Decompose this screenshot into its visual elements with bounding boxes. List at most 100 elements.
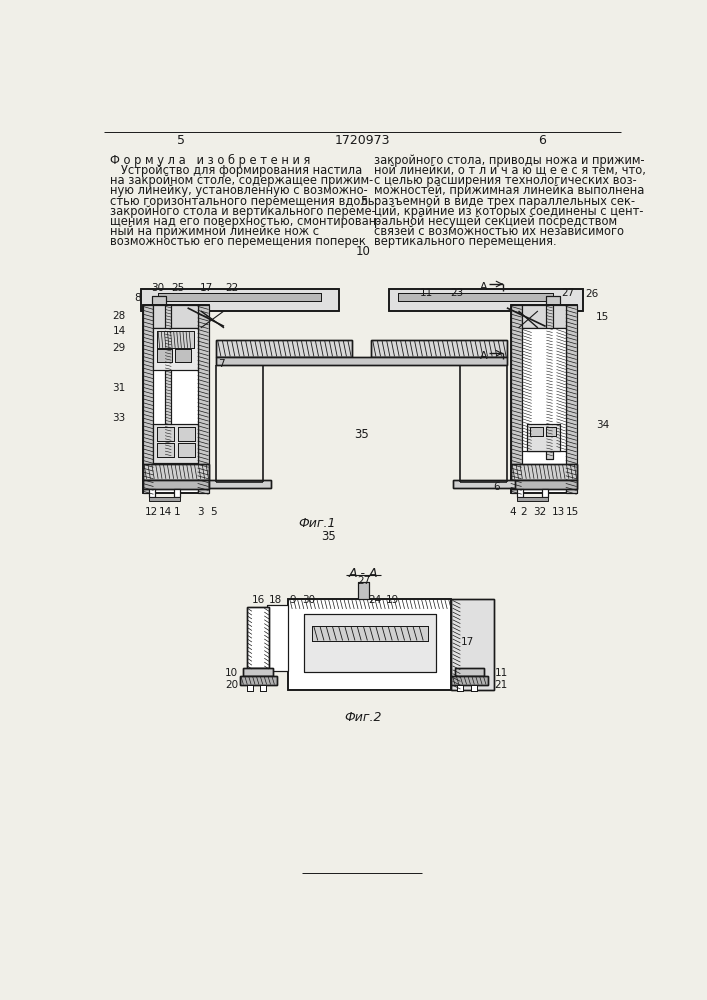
Bar bbox=[472, 685, 477, 691]
Bar bbox=[510, 305, 577, 493]
Text: 13: 13 bbox=[551, 507, 565, 517]
Bar bbox=[510, 480, 577, 489]
Bar bbox=[158, 293, 321, 301]
Text: 21: 21 bbox=[494, 680, 508, 690]
Bar bbox=[288, 599, 451, 690]
Bar bbox=[472, 685, 477, 691]
Bar bbox=[141, 289, 339, 311]
Text: 4: 4 bbox=[509, 507, 515, 517]
Text: А - А: А - А bbox=[349, 567, 378, 580]
Bar bbox=[198, 305, 209, 493]
Text: 14: 14 bbox=[112, 326, 126, 336]
Bar bbox=[547, 305, 553, 459]
Bar bbox=[455, 668, 484, 676]
Bar bbox=[243, 668, 273, 676]
Bar bbox=[143, 305, 153, 493]
Bar bbox=[153, 305, 198, 328]
Bar bbox=[153, 424, 198, 463]
Text: 30: 30 bbox=[302, 595, 315, 605]
Bar bbox=[542, 489, 548, 497]
Text: 35: 35 bbox=[355, 428, 369, 441]
Bar bbox=[156, 427, 174, 441]
Bar bbox=[149, 489, 155, 497]
Text: 22: 22 bbox=[225, 283, 238, 293]
Text: 5: 5 bbox=[360, 195, 367, 208]
Bar bbox=[158, 293, 321, 301]
Bar bbox=[358, 582, 369, 599]
Bar bbox=[247, 607, 269, 668]
Bar bbox=[152, 296, 166, 306]
Text: Фиг.1: Фиг.1 bbox=[298, 517, 336, 530]
Bar bbox=[174, 489, 180, 497]
Bar bbox=[452, 480, 515, 488]
Bar bbox=[175, 349, 191, 362]
Text: Ф о р м у л а   и з о б р е т е н и я: Ф о р м у л а и з о б р е т е н и я bbox=[110, 154, 310, 167]
Bar bbox=[288, 599, 451, 690]
Bar bbox=[510, 480, 577, 489]
Text: Фиг.2: Фиг.2 bbox=[345, 711, 382, 724]
Bar bbox=[546, 296, 559, 306]
Bar bbox=[546, 296, 559, 306]
Bar bbox=[547, 305, 553, 459]
Text: 28: 28 bbox=[112, 311, 126, 321]
Bar bbox=[451, 599, 493, 690]
Bar bbox=[216, 357, 507, 365]
Text: связей с возможностью их независимого: связей с возможностью их независимого bbox=[373, 225, 624, 238]
Bar bbox=[457, 685, 464, 691]
Text: стью горизонтального перемещения вдоль: стью горизонтального перемещения вдоль bbox=[110, 195, 375, 208]
Bar bbox=[451, 676, 489, 685]
Bar bbox=[141, 289, 339, 311]
Bar bbox=[143, 305, 153, 493]
Bar bbox=[312, 626, 428, 641]
Text: вертикального перемещения.: вертикального перемещения. bbox=[373, 235, 556, 248]
Bar bbox=[566, 305, 577, 493]
Bar bbox=[542, 489, 548, 497]
Bar bbox=[156, 331, 194, 348]
Bar bbox=[156, 443, 174, 457]
Text: 23: 23 bbox=[450, 288, 464, 298]
Bar bbox=[177, 443, 194, 457]
Text: 29: 29 bbox=[112, 343, 126, 353]
Bar bbox=[209, 480, 271, 488]
Text: с целью расширения технологических воз-: с целью расширения технологических воз- bbox=[373, 174, 636, 187]
Text: A: A bbox=[480, 282, 487, 292]
Text: 11: 11 bbox=[494, 668, 508, 678]
Text: 11: 11 bbox=[420, 288, 433, 298]
Text: 10: 10 bbox=[225, 668, 238, 678]
Text: 25: 25 bbox=[171, 283, 184, 293]
Text: ральной несущей секцией посредством: ральной несущей секцией посредством bbox=[373, 215, 617, 228]
Bar bbox=[153, 305, 198, 328]
Text: 17: 17 bbox=[199, 283, 213, 293]
Bar bbox=[457, 685, 464, 691]
Bar bbox=[288, 599, 451, 610]
Bar bbox=[165, 305, 171, 459]
Bar bbox=[527, 424, 559, 451]
Bar bbox=[247, 685, 253, 691]
Bar bbox=[510, 464, 577, 480]
Bar bbox=[209, 480, 271, 488]
Text: ный на прижимной линейке нож с: ный на прижимной линейке нож с bbox=[110, 225, 319, 238]
Bar bbox=[522, 328, 566, 451]
Text: 10: 10 bbox=[356, 245, 371, 258]
Bar bbox=[451, 599, 493, 690]
Text: ной линейки, о т л и ч а ю щ е е с я тем, что,: ной линейки, о т л и ч а ю щ е е с я тем… bbox=[373, 164, 645, 177]
Bar bbox=[143, 464, 209, 480]
Text: A: A bbox=[480, 351, 487, 361]
Bar bbox=[216, 340, 352, 357]
Bar bbox=[288, 599, 451, 610]
Bar bbox=[156, 349, 172, 362]
Bar bbox=[371, 340, 507, 357]
Text: 17: 17 bbox=[460, 637, 474, 647]
Bar bbox=[510, 305, 522, 493]
Bar bbox=[517, 489, 523, 497]
Bar bbox=[389, 289, 583, 311]
Bar bbox=[153, 424, 198, 463]
Text: ций, крайние из которых соединены с цент-: ций, крайние из которых соединены с цент… bbox=[373, 205, 643, 218]
Bar bbox=[177, 427, 194, 441]
Text: 16: 16 bbox=[252, 595, 266, 605]
Bar bbox=[247, 607, 269, 668]
Bar bbox=[522, 328, 566, 451]
Text: 20: 20 bbox=[225, 680, 238, 690]
Bar bbox=[143, 480, 209, 489]
Text: возможностью его перемещения поперек: возможностью его перемещения поперек bbox=[110, 235, 366, 248]
